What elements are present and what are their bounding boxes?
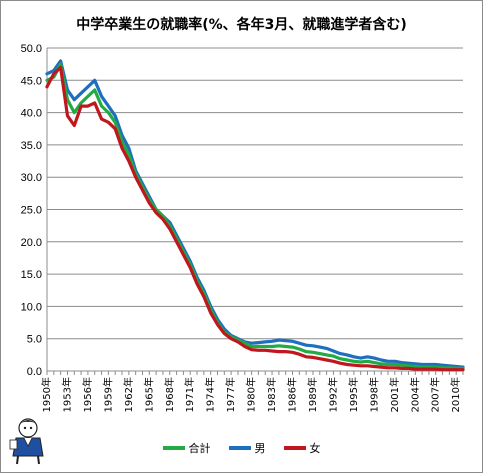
x-tick-label: 1950年 <box>40 377 53 412</box>
legend: 合計 男 女 <box>0 440 483 456</box>
x-tick-label: 1986年 <box>286 377 299 412</box>
x-tick-label: 1962年 <box>122 377 135 412</box>
x-tick-label: 1998年 <box>367 377 380 412</box>
series-line-女 <box>45 65 465 372</box>
legend-swatch <box>162 446 185 450</box>
legend-item: 女 <box>283 440 321 456</box>
x-tick-label: 1959年 <box>101 377 114 412</box>
y-tick-label: 15.0 <box>21 269 42 281</box>
axes <box>46 48 464 375</box>
x-tick-label: 1968年 <box>163 377 176 412</box>
legend-label: 男 <box>254 442 266 455</box>
y-tick-label: 0.0 <box>27 366 42 378</box>
series-line-男 <box>45 59 465 369</box>
x-tick-label: 1974年 <box>204 377 217 412</box>
x-tick-label: 1980年 <box>245 377 258 412</box>
mascot-icon <box>9 418 44 465</box>
legend-item: 合計 <box>162 440 211 456</box>
x-tick-label: 1971年 <box>183 377 196 412</box>
x-tick-label: 2007年 <box>429 377 442 412</box>
y-tick-label: 50.0 <box>21 43 42 55</box>
y-tick-label: 20.0 <box>21 237 42 249</box>
y-tick-labels: 0.0 5.0 10.0 15.0 20.0 25.0 30.0 35.0 40.0 45.0 50… <box>21 43 42 378</box>
x-tick-label: 2001年 <box>388 377 401 412</box>
y-tick-label: 25.0 <box>21 205 42 217</box>
legend-label: 女 <box>309 442 321 455</box>
legend-swatch <box>228 446 251 450</box>
x-tick-label: 1977年 <box>224 377 237 412</box>
legend-label: 合計 <box>188 442 211 455</box>
x-tick-label: 2010年 <box>449 377 462 412</box>
y-tick-label: 45.0 <box>21 75 42 87</box>
x-tick-label: 1995年 <box>347 377 360 412</box>
x-tick-label: 1989年 <box>306 377 319 412</box>
x-tick-label: 1953年 <box>60 377 73 412</box>
x-tick-label: 1983年 <box>265 377 278 412</box>
x-tick-label: 1965年 <box>142 377 155 412</box>
y-tick-label: 10.0 <box>21 301 42 313</box>
x-tick-labels: 1950年 1953年 1956年 1959年 1962年 1965年 1968年 1971年… <box>40 377 462 412</box>
series-line-合計 <box>45 62 465 370</box>
x-tick-label: 1956年 <box>81 377 94 412</box>
x-tick-label: 1992年 <box>326 377 339 412</box>
series-lines <box>45 59 465 372</box>
x-tick-label: 2004年 <box>408 377 421 412</box>
chart-title: 中学卒業生の就職率(%、各年3月、就職進学者含む) <box>76 17 407 33</box>
y-tick-label: 30.0 <box>21 172 42 184</box>
y-tick-label: 35.0 <box>21 140 42 152</box>
gridlines <box>47 47 463 372</box>
y-tick-label: 5.0 <box>27 334 42 346</box>
y-tick-label: 40.0 <box>21 108 42 120</box>
legend-swatch <box>283 446 306 450</box>
legend-item: 男 <box>228 440 266 456</box>
